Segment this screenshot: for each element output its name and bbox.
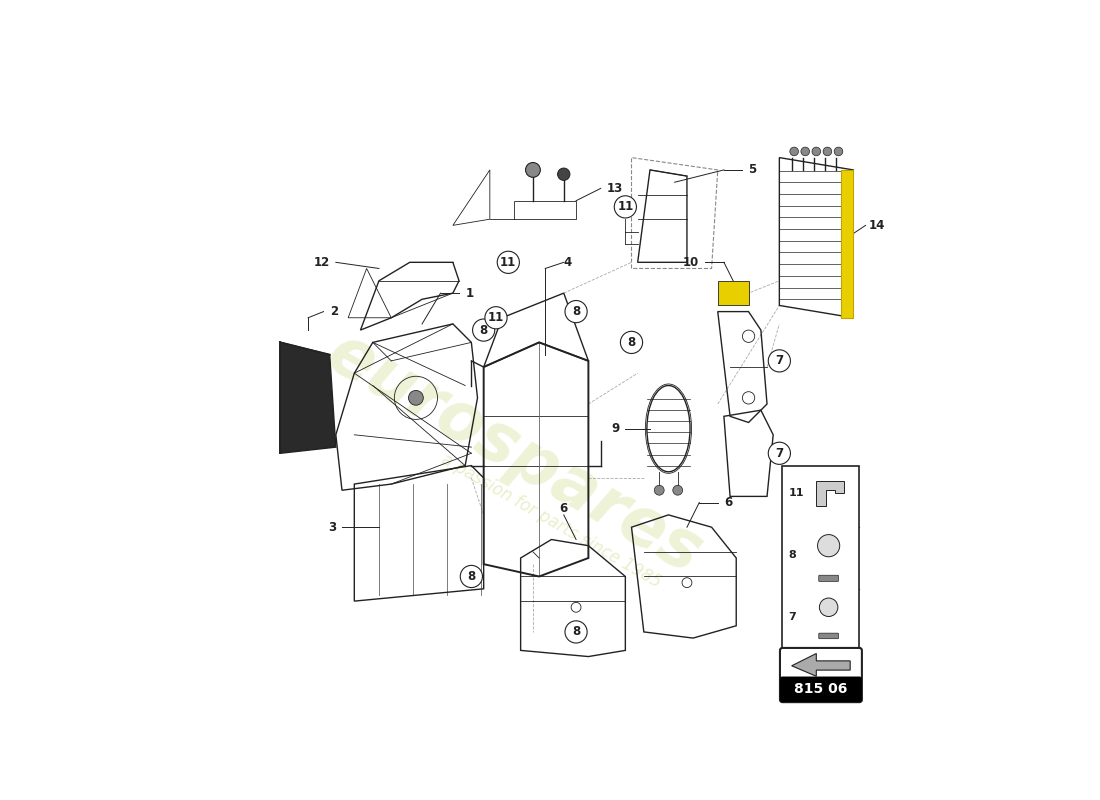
Circle shape [473, 319, 495, 341]
Circle shape [817, 534, 839, 557]
Circle shape [565, 621, 587, 643]
Circle shape [558, 168, 570, 180]
Text: 8: 8 [468, 570, 475, 583]
Circle shape [820, 598, 838, 617]
Circle shape [565, 301, 587, 322]
FancyBboxPatch shape [818, 633, 838, 638]
Polygon shape [816, 481, 844, 506]
Text: 6: 6 [724, 496, 733, 509]
Text: 11: 11 [617, 200, 634, 214]
Circle shape [834, 147, 843, 156]
FancyBboxPatch shape [780, 677, 862, 702]
Text: 815 06: 815 06 [794, 682, 848, 696]
Text: 7: 7 [776, 354, 783, 367]
Text: eurospares: eurospares [316, 319, 714, 587]
Circle shape [801, 147, 810, 156]
Text: a passion for parts since 1985: a passion for parts since 1985 [438, 450, 664, 591]
Circle shape [654, 486, 664, 495]
Circle shape [790, 147, 799, 156]
Circle shape [460, 566, 483, 587]
Text: 4: 4 [563, 256, 572, 269]
Text: 11: 11 [789, 488, 804, 498]
Polygon shape [792, 654, 850, 676]
Text: 10: 10 [683, 256, 700, 269]
Circle shape [408, 390, 424, 406]
Text: 8: 8 [789, 550, 796, 560]
Text: 12: 12 [314, 256, 330, 269]
Circle shape [823, 147, 832, 156]
Text: 11: 11 [488, 311, 504, 324]
Text: 8: 8 [627, 336, 636, 349]
Text: 7: 7 [776, 446, 783, 460]
Text: 11: 11 [500, 256, 516, 269]
Text: 13: 13 [607, 182, 623, 195]
Circle shape [614, 196, 637, 218]
Circle shape [620, 331, 642, 354]
Text: 3: 3 [328, 521, 336, 534]
FancyBboxPatch shape [780, 648, 862, 702]
Circle shape [768, 350, 791, 372]
Text: 8: 8 [480, 323, 487, 337]
Polygon shape [840, 170, 854, 318]
Circle shape [497, 251, 519, 274]
Circle shape [485, 306, 507, 329]
Circle shape [526, 162, 540, 178]
FancyBboxPatch shape [818, 575, 838, 582]
Text: 6: 6 [560, 502, 568, 515]
Circle shape [673, 486, 683, 495]
Text: 8: 8 [572, 305, 580, 318]
Text: 14: 14 [869, 219, 886, 232]
Polygon shape [717, 281, 748, 306]
FancyBboxPatch shape [782, 466, 859, 650]
Text: 1: 1 [465, 286, 473, 300]
Text: 7: 7 [789, 611, 796, 622]
Polygon shape [280, 342, 336, 454]
Text: 5: 5 [748, 163, 757, 177]
Text: 8: 8 [572, 626, 580, 638]
Circle shape [812, 147, 821, 156]
Circle shape [768, 442, 791, 464]
Text: 2: 2 [330, 305, 338, 318]
Text: 9: 9 [610, 422, 619, 435]
